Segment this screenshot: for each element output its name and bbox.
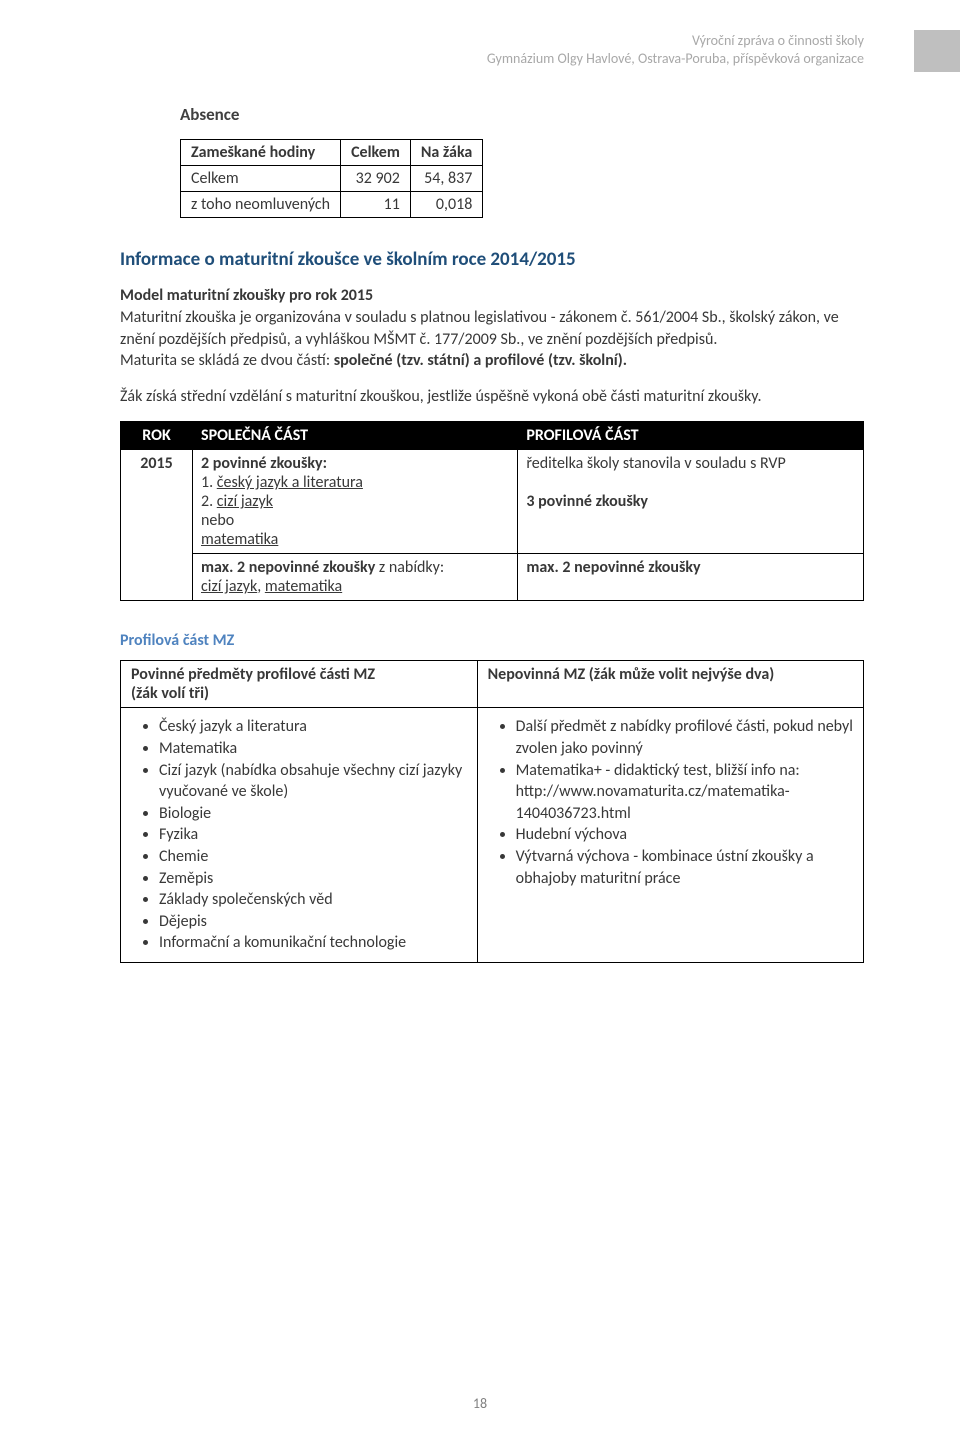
th-spolecna: SPOLEČNÁ ČÁST bbox=[193, 422, 518, 450]
th-right: Nepovinná MZ (žák může volit nejvýše dva… bbox=[477, 661, 863, 708]
spol-l3b: cizí jazyk bbox=[217, 492, 273, 511]
spol-l3a: 2. bbox=[201, 492, 217, 511]
spol-l1: 2 povinné zkoušky: bbox=[201, 454, 327, 473]
info-heading: Informace o maturitní zkoušce ve školním… bbox=[120, 248, 864, 271]
table-row: Celkem 32 902 54, 837 bbox=[181, 166, 483, 192]
paragraph-zak: Žák získá střední vzdělání s maturitní z… bbox=[120, 386, 864, 408]
th-celkem: Celkem bbox=[341, 140, 411, 166]
profilova-table: Povinné předměty profilové části MZ (žák… bbox=[120, 660, 864, 963]
th-label: Zameškané hodiny bbox=[181, 140, 341, 166]
th-profilova: PROFILOVÁ ČÁST bbox=[518, 422, 864, 450]
spol-r2-d: , bbox=[257, 577, 265, 596]
cell-left-list: Český jazyk a literatura Matematika Cizí… bbox=[121, 708, 478, 963]
list-item: Zeměpis bbox=[159, 868, 467, 890]
para1-rest-b-pre: Maturita se skládá ze dvou částí: bbox=[120, 351, 334, 370]
list-item: Hudební výchova bbox=[516, 824, 853, 846]
spol-r2-b: z nabídky: bbox=[375, 558, 444, 577]
list-item: Dějepis bbox=[159, 911, 467, 933]
table-row: max. 2 nepovinné zkoušky z nabídky: cizí… bbox=[121, 554, 864, 601]
maturita-table: ROK SPOLEČNÁ ČÁST PROFILOVÁ ČÁST 2015 2 … bbox=[120, 421, 864, 601]
table-row: z toho neomluvených 11 0,018 bbox=[181, 192, 483, 218]
page-number: 18 bbox=[0, 1395, 960, 1412]
spol-l2a: 1. bbox=[201, 473, 217, 492]
list-item: Chemie bbox=[159, 846, 467, 868]
table-row: Český jazyk a literatura Matematika Cizí… bbox=[121, 708, 864, 963]
header-line-2: Gymnázium Olgy Havlové, Ostrava-Poruba, … bbox=[120, 50, 864, 68]
th-left-b: (žák volí tři) bbox=[131, 684, 209, 703]
povinne-list: Český jazyk a literatura Matematika Cizí… bbox=[141, 716, 467, 954]
table-row: Povinné předměty profilové části MZ (žák… bbox=[121, 661, 864, 708]
list-item: Cizí jazyk (nabídka obsahuje všechny ciz… bbox=[159, 760, 467, 803]
spol-r2-a: max. 2 nepovinné zkoušky bbox=[201, 558, 375, 577]
profilova-heading: Profilová část MZ bbox=[120, 631, 864, 650]
th-left: Povinné předměty profilové části MZ (žák… bbox=[121, 661, 478, 708]
paragraph-model: Model maturitní zkoušky pro rok 2015 Mat… bbox=[120, 285, 864, 371]
spol-r2-e: matematika bbox=[265, 577, 342, 596]
table-row: ROK SPOLEČNÁ ČÁST PROFILOVÁ ČÁST bbox=[121, 422, 864, 450]
cell-spolecna-r2: max. 2 nepovinné zkoušky z nabídky: cizí… bbox=[193, 554, 518, 601]
cell-right-list: Další předmět z nabídky profilové části,… bbox=[477, 708, 863, 963]
absence-title: Absence bbox=[180, 104, 864, 125]
prof-r2: max. 2 nepovinné zkoušky bbox=[526, 558, 700, 577]
table-row: Zameškané hodiny Celkem Na žáka bbox=[181, 140, 483, 166]
cell: 11 bbox=[341, 192, 411, 218]
cell: 0,018 bbox=[410, 192, 483, 218]
cell: Celkem bbox=[181, 166, 341, 192]
spol-l2b: český jazyk a literatura bbox=[217, 473, 363, 492]
th-left-a: Povinné předměty profilové části MZ bbox=[131, 665, 375, 684]
list-item: Český jazyk a literatura bbox=[159, 716, 467, 738]
list-item: Informační a komunikační technologie bbox=[159, 932, 467, 954]
spol-r2-c: cizí jazyk bbox=[201, 577, 257, 596]
spol-l5: matematika bbox=[201, 530, 278, 549]
cell-rok: 2015 bbox=[121, 450, 193, 601]
cell-profilova-r1: ředitelka školy stanovila v souladu s RV… bbox=[518, 450, 864, 554]
header-grey-tab bbox=[914, 30, 960, 72]
cell-spolecna-r1: 2 povinné zkoušky: 1. český jazyk a lite… bbox=[193, 450, 518, 554]
prof-l2: 3 povinné zkoušky bbox=[526, 492, 648, 511]
list-item: Základy společenských věd bbox=[159, 889, 467, 911]
cell: 32 902 bbox=[341, 166, 411, 192]
table-row: 2015 2 povinné zkoušky: 1. český jazyk a… bbox=[121, 450, 864, 554]
cell: z toho neomluvených bbox=[181, 192, 341, 218]
cell: 54, 837 bbox=[410, 166, 483, 192]
header-line-1: Výroční zpráva o činnosti školy bbox=[120, 32, 864, 50]
th-nazaka: Na žáka bbox=[410, 140, 483, 166]
list-item: Výtvarná výchova - kombinace ústní zkouš… bbox=[516, 846, 853, 889]
para1-rest-b-bold: společné (tzv. státní) a profilové (tzv.… bbox=[334, 351, 627, 370]
list-item: Fyzika bbox=[159, 824, 467, 846]
spol-l4: nebo bbox=[201, 511, 234, 530]
para1-rest-a: Maturitní zkouška je organizována v soul… bbox=[120, 308, 839, 349]
list-item: Biologie bbox=[159, 803, 467, 825]
list-item: Matematika+ - didaktický test, bližší in… bbox=[516, 760, 853, 825]
cell-profilova-r2: max. 2 nepovinné zkoušky bbox=[518, 554, 864, 601]
nepovinna-list: Další předmět z nabídky profilové části,… bbox=[498, 716, 853, 889]
para1-bold: Model maturitní zkoušky pro rok 2015 bbox=[120, 286, 373, 305]
prof-l1: ředitelka školy stanovila v souladu s RV… bbox=[526, 454, 785, 473]
list-item: Matematika bbox=[159, 738, 467, 760]
th-rok: ROK bbox=[121, 422, 193, 450]
absence-table: Zameškané hodiny Celkem Na žáka Celkem 3… bbox=[180, 139, 483, 218]
page-header: Výroční zpráva o činnosti školy Gymnáziu… bbox=[120, 32, 864, 68]
list-item: Další předmět z nabídky profilové části,… bbox=[516, 716, 853, 759]
th-right-text: Nepovinná MZ (žák může volit nejvýše dva… bbox=[488, 665, 775, 684]
